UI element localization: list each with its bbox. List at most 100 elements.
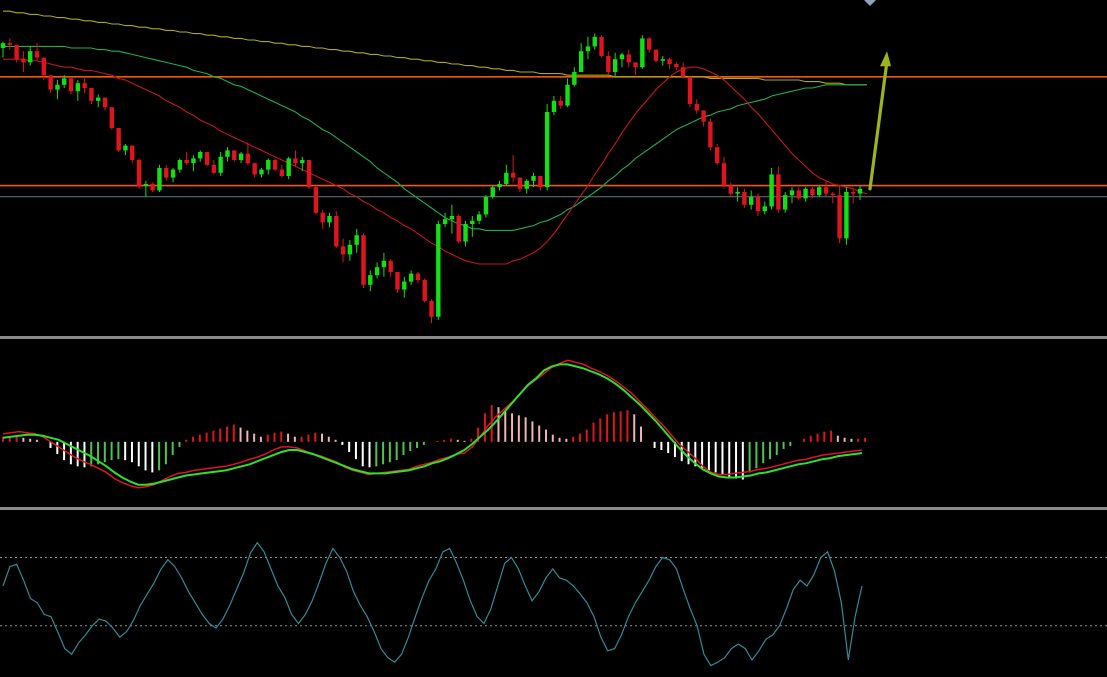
candle-body: [109, 107, 115, 128]
macd-dif-line: [2, 359, 863, 489]
candle-body: [626, 54, 631, 63]
trend-arrow-head: [880, 51, 891, 67]
candle-body: [762, 206, 767, 212]
candle-body: [803, 188, 808, 199]
candlesticks: [0, 33, 863, 324]
candle-body: [334, 216, 339, 247]
candle-body: [272, 160, 278, 170]
candle-body: [531, 176, 536, 181]
candle-body: [245, 153, 251, 164]
macd-dea-line: [2, 363, 863, 486]
candle-body: [279, 169, 285, 176]
candle-body: [238, 153, 244, 160]
candle-body: [96, 97, 101, 101]
candle-body: [844, 192, 849, 239]
candle-body: [7, 43, 13, 45]
candle-body: [41, 57, 47, 76]
candle-body: [565, 84, 570, 106]
candle-body: [354, 235, 359, 245]
ma-mid-line: [3, 45, 867, 231]
candle-body: [578, 51, 584, 72]
candle-body: [320, 212, 325, 223]
candle-body: [48, 75, 53, 90]
candle-body: [796, 190, 801, 199]
candle-body: [293, 158, 298, 164]
candle-body: [680, 67, 686, 77]
candle-body: [476, 214, 482, 221]
candle-body: [368, 275, 373, 285]
candle-body: [816, 187, 822, 196]
candle-body: [708, 121, 713, 148]
candle-body: [327, 216, 332, 223]
candle-body: [123, 145, 128, 151]
candle-body: [714, 147, 720, 164]
candle-body: [789, 190, 795, 196]
candle-body: [769, 174, 774, 207]
candle-body: [211, 164, 217, 173]
candle-body: [0, 43, 6, 48]
candle-body: [640, 38, 645, 68]
candle-body: [286, 158, 291, 176]
candle-body: [830, 193, 835, 196]
candle-body: [361, 235, 366, 285]
candle-body: [266, 160, 271, 170]
candle-body: [510, 172, 516, 178]
candle-body: [300, 160, 305, 164]
ma-slow-line: [3, 10, 867, 86]
candle-body: [592, 36, 597, 47]
candle-body: [184, 160, 189, 164]
panel-divider-2: [0, 507, 1107, 510]
candle-body: [395, 272, 400, 290]
candle-body: [82, 83, 87, 88]
candle-body: [177, 160, 183, 170]
candle-body: [497, 184, 502, 188]
candle-body: [504, 172, 509, 184]
candle-body: [470, 220, 475, 224]
candle-body: [164, 168, 169, 178]
candle-body: [388, 260, 393, 272]
candle-body: [735, 192, 740, 194]
candle-body: [143, 184, 149, 186]
candle-body: [68, 78, 74, 92]
candle-body: [306, 160, 312, 188]
candle-body: [347, 244, 353, 255]
candle-body: [130, 145, 135, 160]
candle-body: [755, 196, 761, 212]
candle-body: [490, 187, 495, 197]
candle-body: [422, 280, 427, 301]
candle-body: [572, 72, 577, 85]
candle-body: [136, 160, 142, 186]
candle-body: [782, 195, 788, 210]
candle-body: [157, 168, 162, 191]
candle-body: [381, 260, 387, 268]
candle-body: [558, 100, 563, 106]
candle-body: [55, 84, 60, 90]
candle-body: [646, 38, 652, 50]
oscillator-line-path: [2, 541, 863, 667]
candle-body: [408, 273, 414, 282]
oscillator-line: [2, 541, 863, 667]
candle-body: [701, 110, 706, 122]
panel-divider-1: [0, 336, 1107, 339]
candle-body: [524, 180, 529, 189]
candle-body: [75, 83, 81, 92]
candle-body: [259, 169, 264, 175]
candle-body: [150, 184, 155, 191]
candle-body: [694, 104, 699, 111]
candle-body: [102, 97, 108, 108]
candle-body: [551, 100, 557, 112]
top-marker-icon: [864, 0, 876, 6]
candle-body: [850, 192, 856, 194]
candle-body: [442, 219, 448, 224]
candle-body: [116, 128, 121, 151]
oscillator-level-lines: [0, 557, 1107, 627]
candle-body: [748, 196, 754, 205]
candle-body: [606, 56, 611, 72]
candle-body: [415, 273, 421, 280]
candle-body: [402, 281, 407, 290]
candle-body: [674, 64, 679, 68]
candle-body: [34, 51, 40, 58]
candle-body: [89, 88, 94, 101]
candle-body: [728, 185, 733, 194]
candle-body: [252, 163, 257, 175]
